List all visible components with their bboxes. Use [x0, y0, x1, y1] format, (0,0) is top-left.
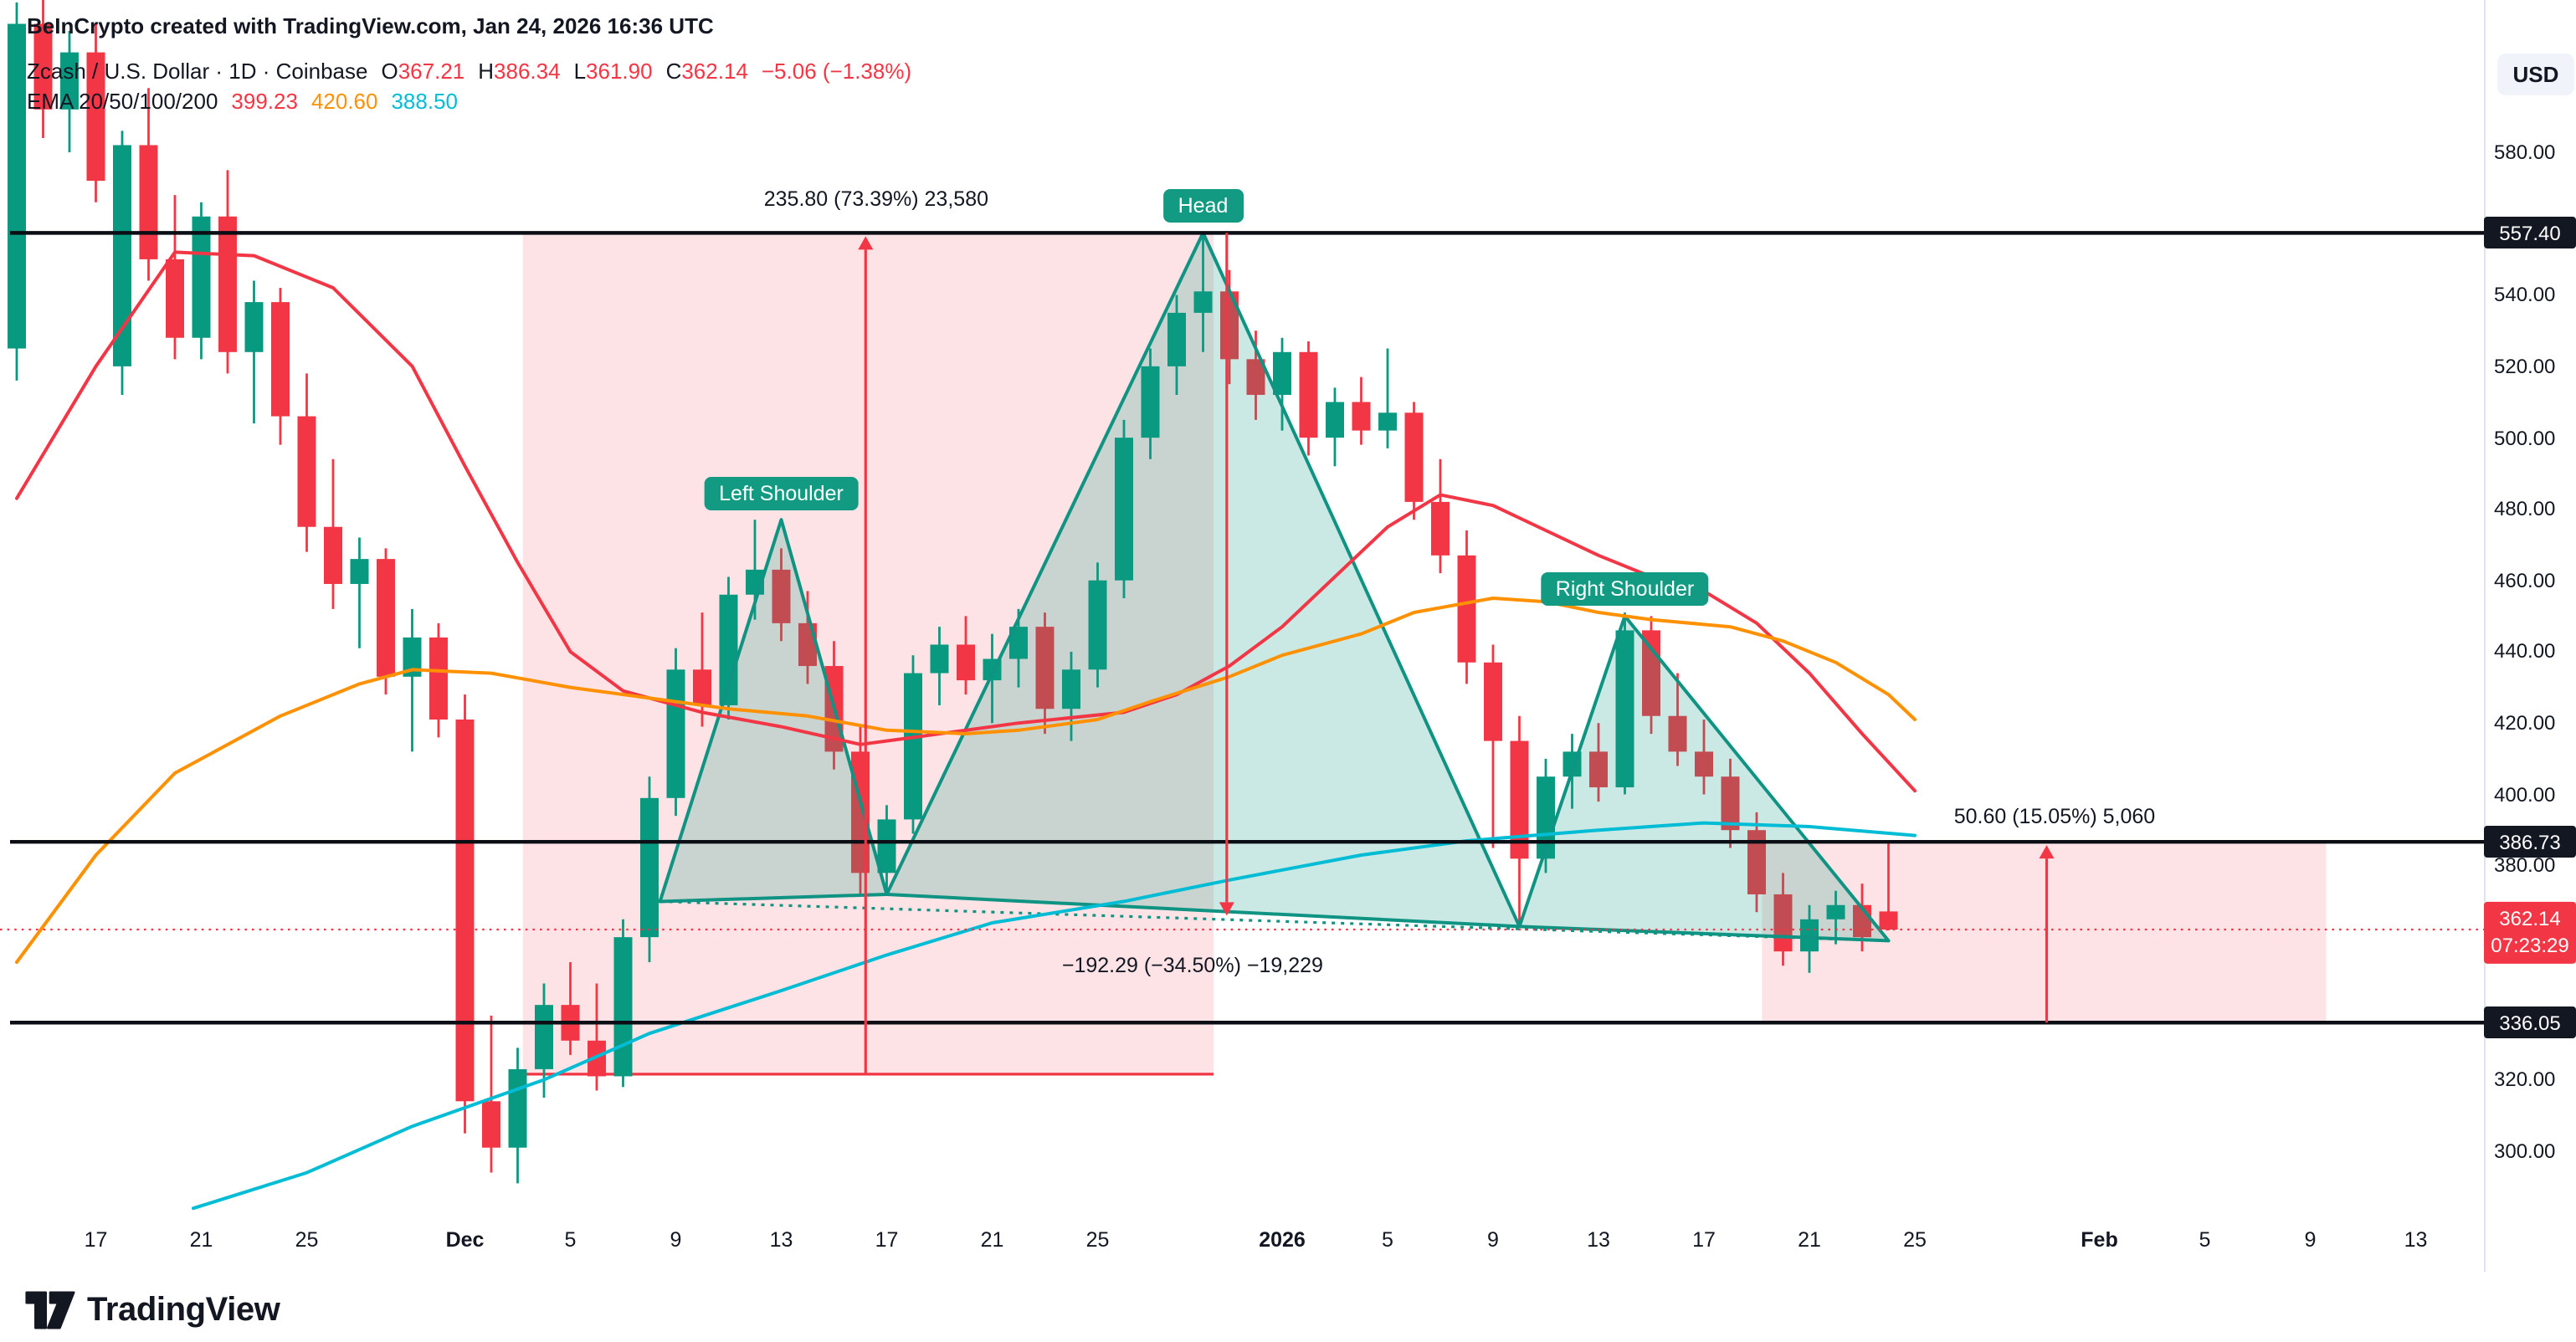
y-axis-label: 540.00 [2494, 283, 2556, 307]
y-axis-label: 440.00 [2494, 639, 2556, 663]
y-axis-label: 480.00 [2494, 497, 2556, 521]
y-axis-label: 320.00 [2494, 1068, 2556, 1092]
y-axis-label: 400.00 [2494, 782, 2556, 807]
time-axis[interactable]: 17 21 25 Dec 5 9 13 17 21 25 2026 5 9 13 17 21 25 Feb 5 9 13 [0, 1228, 2576, 1262]
ema-label: EMA 20/50/100/200 [27, 89, 218, 114]
measurement-arrow-head [2039, 845, 2055, 859]
x-axis-label: Feb [2081, 1228, 2118, 1252]
tradingview-logo[interactable]: TradingView [25, 1290, 280, 1330]
tradingview-logo-text: TradingView [87, 1291, 280, 1328]
bar-close-countdown: 07:23:29 [2491, 932, 2569, 956]
pattern-head[interactable] [885, 231, 1521, 929]
price-axis[interactable]: 580.00 540.00 520.00 500.00 480.00 460.00 440.… [2484, 0, 2576, 1272]
x-axis-label: 21 [1798, 1228, 1821, 1252]
y-axis-label: 380.00 [2494, 853, 2556, 878]
ema-legend[interactable]: EMA 20/50/100/200 399.23 420.60 388.50 [27, 89, 458, 114]
ema-50-value: 420.60 [310, 89, 378, 114]
x-axis-label: 25 [1903, 1228, 1927, 1252]
price-level-badge: 386.73 [2484, 826, 2576, 858]
y-axis-label: 300.00 [2494, 1139, 2556, 1163]
x-axis-label: 25 [295, 1228, 319, 1252]
y-axis-label: 460.00 [2494, 568, 2556, 592]
ohlc-high: H386.34 [478, 59, 561, 84]
current-price-badge: 362.14 07:23:29 [2484, 902, 2576, 964]
currency-toggle-button[interactable]: USD [2497, 54, 2574, 95]
ohlc-change: −5.06 (−1.38%) [761, 59, 912, 84]
y-axis-label: 500.00 [2494, 426, 2556, 450]
x-axis-label: 13 [769, 1228, 793, 1252]
candlesticks[interactable] [8, 0, 1898, 1184]
price-level-badge: 336.05 [2484, 1006, 2576, 1039]
x-axis-label: 2026 [1259, 1228, 1306, 1252]
measurement-label: −192.29 (−34.50%) −19,229 [1061, 954, 1323, 978]
pattern-left-shoulder[interactable] [658, 518, 889, 904]
ema-20-value: 399.23 [231, 89, 298, 114]
x-axis-label: 21 [980, 1228, 1004, 1252]
x-axis-label: 17 [875, 1228, 899, 1252]
x-axis-label: 13 [2404, 1228, 2428, 1252]
x-axis-label: 21 [189, 1228, 213, 1252]
pattern-right-shoulder[interactable] [1517, 614, 1891, 943]
price-level-badge: 557.40 [2484, 217, 2576, 249]
measurement-arrow-head [858, 236, 874, 250]
x-axis-label: 17 [1692, 1228, 1716, 1252]
measurement-label: 235.80 (73.39%) 23,580 [763, 187, 989, 211]
ema-100-value: 388.50 [391, 89, 458, 114]
measurement-arrow-head [1219, 902, 1234, 916]
pattern-label-head[interactable]: Head [1162, 189, 1244, 223]
x-axis-label: 9 [1487, 1228, 1499, 1252]
y-axis-label: 420.00 [2494, 711, 2556, 735]
y-axis-label: 520.00 [2494, 354, 2556, 378]
x-axis-label: 17 [84, 1228, 108, 1252]
symbol-title[interactable]: Zcash / U.S. Dollar · 1D · Coinbase [27, 59, 368, 84]
x-axis-label: 5 [1382, 1228, 1393, 1252]
x-axis-label: 13 [1587, 1228, 1610, 1252]
x-axis-label: 9 [2304, 1228, 2317, 1252]
x-axis-label: 25 [1085, 1228, 1110, 1252]
ema-line-ema-50 [15, 597, 1917, 964]
tradingview-logo-icon [25, 1291, 75, 1329]
ohlc-low: L361.90 [573, 59, 653, 84]
attribution-text: BeInCrypto created with TradingView.com,… [27, 13, 714, 38]
ema-line-ema-100 [192, 821, 1917, 1211]
ohlc-close: C362.14 [665, 59, 748, 84]
pattern-label-right-shoulder[interactable]: Right Shoulder [1540, 572, 1710, 607]
ohlc-open: O367.21 [381, 59, 465, 84]
x-axis-label: 9 [670, 1228, 682, 1252]
symbol-legend[interactable]: Zcash / U.S. Dollar · 1D · Coinbase O367.… [27, 59, 911, 84]
x-axis-label: Dec [445, 1228, 485, 1252]
current-price-value: 362.14 [2499, 906, 2561, 930]
y-axis-label: 580.00 [2494, 141, 2556, 164]
x-axis-label: 5 [2199, 1228, 2211, 1252]
measurement-label: 50.60 (15.05%) 5,060 [1953, 804, 2156, 828]
pattern-label-left-shoulder[interactable]: Left Shoulder [704, 476, 859, 510]
x-axis-label: 5 [564, 1228, 577, 1252]
